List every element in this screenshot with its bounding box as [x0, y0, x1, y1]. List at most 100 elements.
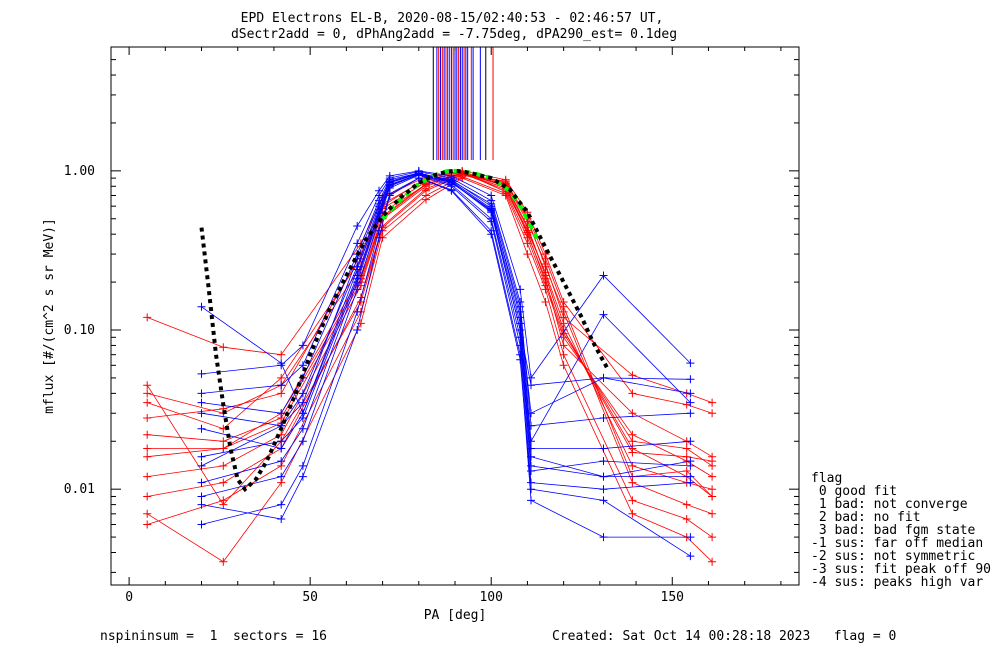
data-point: [298, 398, 307, 407]
data-point: [197, 389, 206, 398]
data-point: [599, 310, 608, 319]
data-point: [277, 409, 286, 418]
series-line: [147, 170, 713, 414]
data-point: [708, 557, 717, 566]
series-line: [201, 177, 691, 557]
data-point: [487, 230, 496, 239]
data-point: [516, 285, 525, 294]
data-point: [686, 389, 695, 398]
series-line: [201, 177, 691, 538]
y-tick-label: 0.10: [64, 323, 95, 338]
data-point: [197, 302, 206, 311]
data-point: [599, 271, 608, 280]
data-point: [686, 359, 695, 368]
legend-item: -4 sus: peaks high var: [811, 575, 983, 590]
data-point: [277, 515, 286, 523]
data-point: [298, 389, 307, 398]
data-point: [277, 389, 286, 398]
data-point: [708, 398, 717, 407]
data-point: [353, 265, 362, 274]
data-point: [353, 222, 362, 230]
data-point: [353, 274, 362, 283]
x-tick-label: 0: [125, 590, 133, 605]
data-point: [277, 437, 286, 446]
data-point: [628, 437, 637, 446]
legend-item: 3 bad: bad fgm state: [811, 523, 976, 538]
data-point: [447, 186, 456, 195]
data-point: [682, 400, 691, 409]
footer-right: Created: Sat Oct 14 00:28:18 2023 flag =…: [552, 629, 896, 644]
data-point: [527, 467, 535, 475]
data-point: [628, 371, 637, 380]
data-point: [197, 409, 206, 418]
series-line: [147, 173, 713, 490]
data-point: [219, 500, 228, 509]
axes: 0 50 100 150 0.01 0.10 1.00: [64, 46, 799, 605]
data-point: [197, 398, 206, 407]
data-point: [422, 195, 430, 204]
data-point: [628, 448, 637, 457]
data-point: [143, 381, 152, 390]
legend-item: 1 bad: not converge: [811, 497, 968, 512]
data-point: [686, 472, 695, 481]
data-point: [143, 472, 152, 481]
data-point: [708, 492, 717, 501]
data-point: [353, 307, 362, 316]
data-point: [298, 341, 307, 350]
y-axis-label: mflux [#/(cm^2 s sr MeV)]: [42, 218, 57, 414]
data-point: [143, 492, 152, 501]
series-line: [147, 176, 713, 538]
data-point: [353, 239, 362, 248]
data-point: [541, 271, 550, 280]
data-point: [628, 496, 637, 505]
data-point: [682, 444, 691, 453]
series-line: [147, 172, 713, 414]
data-point: [628, 409, 637, 418]
series-line: [201, 171, 691, 427]
legend-title: flag: [811, 471, 842, 486]
data-point: [143, 444, 152, 453]
data-point: [708, 457, 717, 466]
data-point: [353, 326, 362, 334]
data-point: [527, 485, 535, 494]
data-point: [541, 254, 550, 263]
data-point: [559, 326, 568, 334]
data-point: [219, 557, 228, 566]
data-point: [219, 461, 228, 470]
data-point: [686, 437, 695, 446]
legend-item: -3 sus: fit peak off 90: [811, 562, 991, 577]
data-point: [516, 326, 525, 334]
data-point: [143, 452, 152, 461]
data-point: [599, 457, 608, 466]
x-axis-label: PA [deg]: [424, 608, 487, 623]
data-point: [277, 472, 286, 481]
data-point: [375, 226, 383, 235]
data-point: [197, 369, 206, 378]
series-line: [147, 171, 713, 458]
legend-item: 0 good fit: [811, 484, 897, 499]
data-point: [197, 478, 206, 487]
data-point: [628, 509, 637, 518]
chart-subtitle: dSectr2add = 0, dPhAng2add = -7.75deg, d…: [231, 27, 677, 42]
data-point: [682, 515, 691, 523]
data-point: [197, 452, 206, 461]
data-point: [298, 424, 307, 433]
data-point: [298, 361, 307, 370]
series-line: [201, 172, 691, 443]
footer-left: nspininsum = 1 sectors = 16: [100, 629, 327, 644]
data-point: [458, 171, 467, 180]
data-point: [356, 319, 365, 328]
data-point: [277, 359, 286, 368]
data-point: [682, 500, 691, 509]
chart-title: EPD Electrons EL-B, 2020-08-15/02:40:53 …: [241, 11, 664, 26]
data-point: [527, 496, 535, 505]
data-point: [385, 191, 394, 200]
data-point: [197, 461, 206, 470]
data-point: [414, 169, 423, 178]
data-point: [686, 375, 695, 384]
series-line: [146, 174, 713, 506]
series-line: [201, 173, 691, 415]
data-point: [686, 398, 695, 407]
data-point: [708, 409, 717, 418]
